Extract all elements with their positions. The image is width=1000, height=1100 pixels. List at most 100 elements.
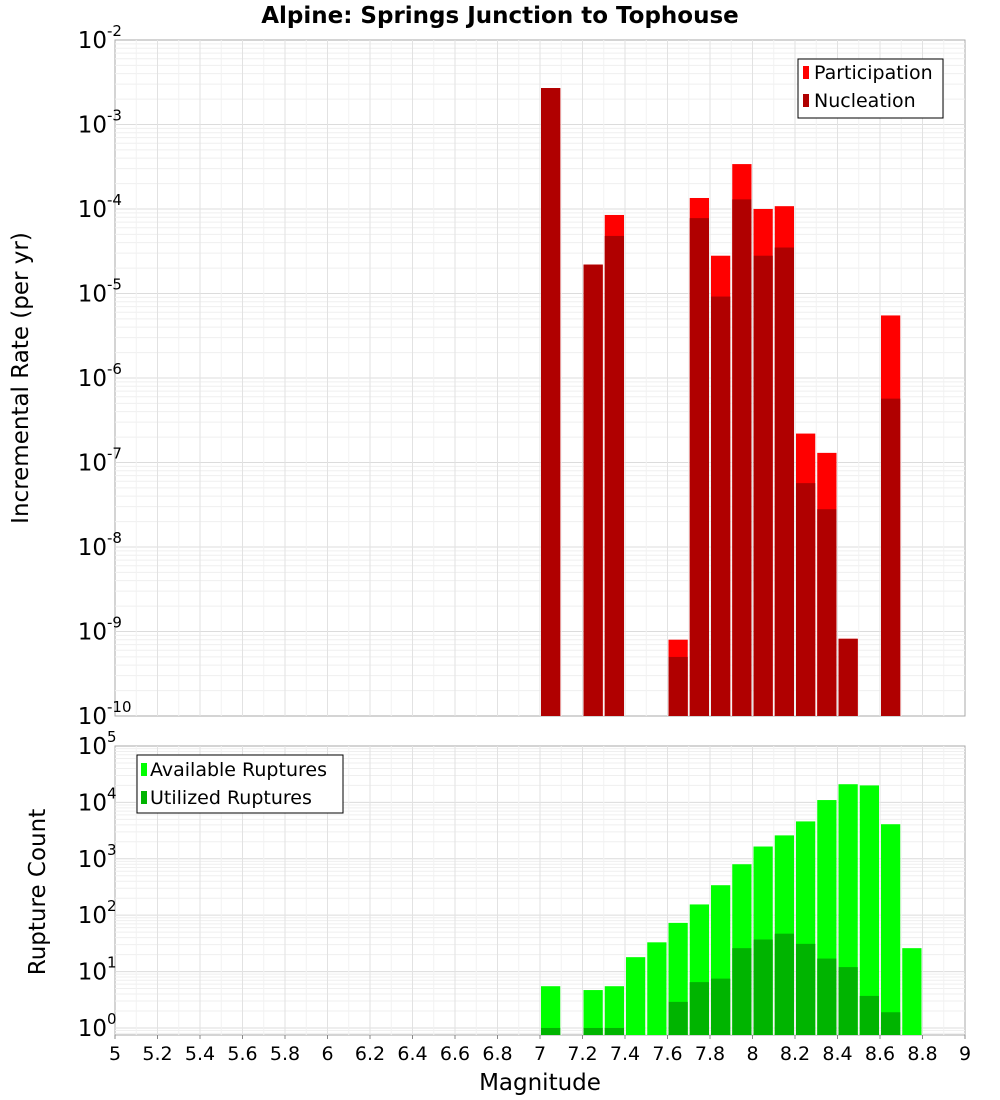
x-tick-label: 7.4 (610, 1043, 640, 1065)
rate-y-axis-label: Incremental Rate (per yr) (8, 232, 34, 524)
y-tick-label: 10 3 (78, 841, 117, 873)
x-tick-label: 8 (746, 1043, 758, 1065)
count-bar-available-ruptures (647, 942, 667, 1035)
nucleation-legend-label: Nucleation (814, 90, 916, 112)
rate-bar-nucleation (838, 638, 858, 716)
svg-text:10: 10 (78, 113, 107, 139)
svg-text:10: 10 (78, 734, 107, 760)
x-tick-label: 8.2 (780, 1043, 810, 1065)
x-tick-label: 5.6 (227, 1043, 257, 1065)
rate-bars (541, 88, 901, 717)
count-bar-available-ruptures (881, 824, 901, 1035)
y-tick-label: 10 -9 (78, 614, 122, 646)
svg-text:-2: -2 (107, 22, 122, 40)
svg-text:10: 10 (78, 282, 107, 308)
rate-bar-nucleation (732, 199, 752, 717)
svg-text:10: 10 (78, 620, 107, 646)
y-tick-label: 10 -3 (78, 107, 122, 139)
x-tick-label: 7.8 (695, 1043, 725, 1065)
count-bar-utilized-ruptures (604, 1027, 624, 1035)
rate-grid (115, 40, 965, 716)
count-bar-available-ruptures (859, 785, 879, 1035)
count-bar-utilized-ruptures (817, 958, 837, 1035)
y-tick-label: 10 0 (78, 1010, 117, 1042)
svg-text:10: 10 (78, 451, 107, 477)
count-legend-box (136, 754, 344, 814)
nucleation-legend-swatch (803, 94, 809, 107)
x-tick-label: 8.8 (907, 1043, 937, 1065)
svg-text:10: 10 (78, 847, 107, 873)
y-tick-label: 10 -7 (78, 445, 122, 477)
y-tick-label: 10 -8 (78, 529, 122, 561)
count-bar-available-ruptures (541, 986, 561, 1035)
count-bar-utilized-ruptures (689, 982, 709, 1035)
count-bar-available-ruptures (604, 986, 624, 1035)
participation-legend-swatch (803, 66, 809, 79)
rate-legend-box (797, 58, 944, 119)
x-tick-label: 8.6 (865, 1043, 895, 1065)
y-tick-label: 10 -6 (78, 360, 122, 392)
count-bar-utilized-ruptures (838, 967, 858, 1035)
x-tick-label: 6.4 (397, 1043, 427, 1065)
rate-bar-nucleation (541, 88, 561, 717)
x-tick-label: 9 (959, 1043, 971, 1065)
x-tick-label: 5.8 (270, 1043, 300, 1065)
chart-title: Alpine: Springs Junction to Tophouse (261, 3, 739, 29)
count-bar-utilized-ruptures (753, 939, 773, 1035)
rate-bar-nucleation (817, 509, 837, 716)
x-tick-label: 6.8 (482, 1043, 512, 1065)
available-legend-label: Available Ruptures (150, 759, 327, 781)
count-grid (115, 746, 965, 1035)
rate-bar-nucleation (604, 235, 624, 716)
x-tick-label: 6 (321, 1043, 333, 1065)
count-bar-utilized-ruptures (732, 948, 752, 1035)
y-tick-label: 10 2 (78, 897, 117, 929)
count-bar-utilized-ruptures (668, 1001, 688, 1035)
y-tick-label: 10 -5 (78, 276, 122, 308)
rate-bar-nucleation (689, 218, 709, 716)
y-tick-label: 10 5 (78, 728, 117, 760)
y-tick-label: 10 -10 (78, 698, 132, 730)
count-bar-available-ruptures (626, 957, 646, 1035)
x-tick-label: 7.2 (567, 1043, 597, 1065)
count-bar-available-ruptures (902, 948, 922, 1035)
count-bar-utilized-ruptures (859, 995, 879, 1035)
svg-text:10: 10 (78, 790, 107, 816)
x-tick-label: 7 (534, 1043, 546, 1065)
y-tick-label: 10 -2 (78, 22, 122, 54)
x-tick-label: 6.6 (440, 1043, 470, 1065)
x-axis-label: Magnitude (479, 1070, 601, 1096)
utilized-legend-swatch (141, 791, 147, 804)
x-tick-label: 8.4 (822, 1043, 852, 1065)
utilized-legend-label: Utilized Ruptures (150, 787, 312, 809)
svg-text:10: 10 (78, 903, 107, 929)
rate-bar-nucleation (583, 264, 603, 716)
svg-text:10: 10 (78, 535, 107, 561)
svg-text:-6: -6 (107, 360, 122, 378)
svg-text:-3: -3 (107, 107, 122, 125)
svg-text:10: 10 (78, 366, 107, 392)
count-y-axis-label: Rupture Count (25, 809, 51, 975)
svg-text:2: 2 (107, 897, 117, 915)
svg-text:10: 10 (78, 704, 107, 730)
svg-text:10: 10 (78, 197, 107, 223)
count-bar-available-ruptures (583, 990, 603, 1035)
count-bar-utilized-ruptures (541, 1027, 561, 1035)
rate-bar-nucleation (668, 656, 688, 716)
rate-bar-nucleation (753, 255, 773, 716)
count-bar-utilized-ruptures (583, 1027, 603, 1035)
svg-text:-10: -10 (107, 698, 132, 716)
y-tick-label: 10 4 (78, 784, 117, 816)
svg-text:0: 0 (107, 1010, 117, 1028)
rate-bar-nucleation (774, 247, 794, 716)
svg-text:4: 4 (107, 784, 117, 802)
svg-text:5: 5 (107, 728, 117, 746)
participation-legend-label: Participation (814, 62, 933, 84)
count-bar-utilized-ruptures (881, 1012, 901, 1035)
y-tick-label: 10 -4 (78, 191, 122, 223)
